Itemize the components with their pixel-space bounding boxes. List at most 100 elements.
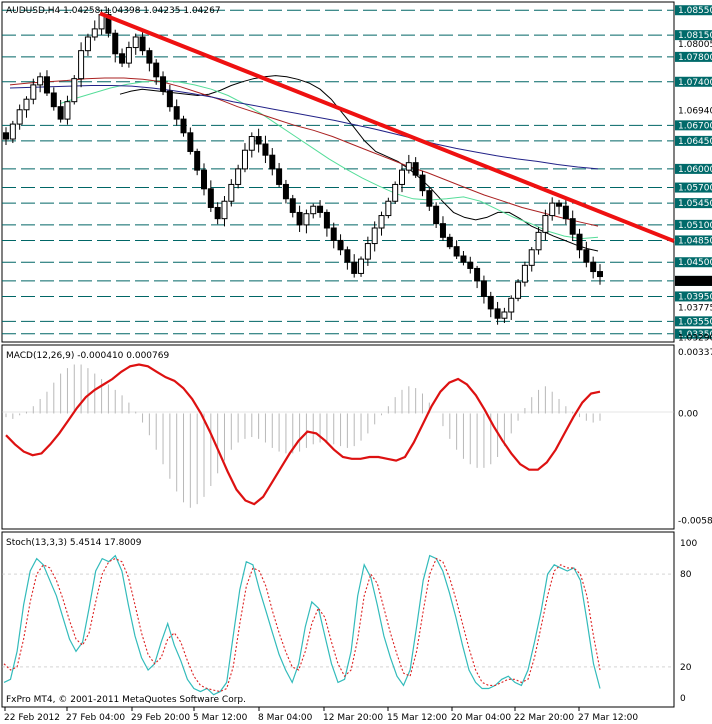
candle-body (119, 53, 126, 64)
candle-body (549, 202, 556, 217)
candle-body (146, 50, 153, 64)
candle-body (214, 206, 221, 220)
macd-axis: 0.003378 0.00 -0.005895 (678, 348, 712, 526)
candle-body (303, 213, 310, 226)
candle-body (576, 233, 583, 251)
price-label: 1.03290 (678, 334, 712, 344)
candle-body (433, 205, 440, 225)
candle-body (91, 28, 98, 38)
candle-body (241, 149, 248, 170)
candle-body (344, 249, 351, 263)
stoch-title: Stoch(13,3,3) 5.4514 17.8009 (6, 538, 142, 548)
candle-body (392, 183, 399, 202)
price-label: 1.05100 (678, 221, 712, 231)
candle-body (282, 183, 289, 200)
candle-body (139, 36, 146, 52)
candle-body (597, 271, 603, 278)
candle-body (556, 202, 563, 207)
price-label: 1.08550 (678, 6, 712, 16)
moving-averages (9, 75, 599, 252)
time-label: 15 Mar 12:00 (387, 713, 447, 723)
candle-body (515, 281, 522, 299)
candle-body (23, 98, 30, 111)
macd-histogram (5, 364, 601, 508)
price-label: 1.03775 (678, 303, 712, 313)
candle-body (255, 136, 262, 145)
price-label: 1.07400 (678, 78, 712, 88)
candle-body (125, 47, 132, 64)
candle-body (467, 261, 474, 269)
candle-body (521, 264, 528, 283)
time-axis: 22 Feb 2012 27 Feb 04:00 29 Feb 20:00 5 Mar… (4, 707, 638, 723)
candle-body (43, 76, 50, 94)
price-label: 1.08005 (678, 40, 712, 50)
price-tag (675, 76, 712, 87)
candle-body (330, 227, 337, 241)
time-label: 27 Feb 04:00 (66, 713, 125, 723)
candlesticks (3, 7, 603, 325)
candle-body (419, 174, 426, 192)
price-tag (675, 198, 712, 209)
candle-body (194, 150, 201, 171)
macd-tick-label: 0.00 (678, 409, 698, 419)
stoch-main-line (3, 554, 601, 696)
candle-body (590, 261, 597, 273)
price-tag (675, 328, 712, 339)
price-tag (675, 316, 712, 327)
macd-title: MACD(12,26,9) -0.000410 0.000769 (6, 351, 169, 361)
candle-body (173, 106, 180, 120)
candle-body (228, 183, 235, 202)
candle-body (583, 249, 590, 263)
candle-body (57, 106, 64, 120)
candle-body (337, 239, 344, 251)
price-label: 1.03350 (678, 330, 712, 340)
candle-body (460, 255, 467, 263)
candle-body (358, 258, 365, 274)
price-tag (675, 120, 712, 131)
price-label: 1.06450 (678, 137, 712, 147)
stoch-tick-label: 100 (680, 539, 697, 549)
candle-body (160, 76, 167, 92)
time-label: 5 Mar 12:00 (193, 713, 248, 723)
moving-average-line (59, 79, 599, 240)
macd-tick-label: -0.005895 (678, 516, 712, 526)
time-label: 20 Mar 04:00 (451, 713, 511, 723)
price-tag (675, 5, 712, 16)
candle-body (378, 215, 385, 229)
candle-body (207, 188, 214, 208)
candle-body (399, 169, 405, 185)
stoch-levels (2, 573, 674, 668)
time-label: 22 Feb 2012 (4, 713, 60, 723)
time-label: 29 Feb 20:00 (131, 713, 190, 723)
candle-body (323, 211, 330, 229)
candle-body (289, 198, 296, 213)
price-tag (675, 291, 712, 302)
price-label: 1.04850 (678, 236, 712, 246)
candle-body (166, 90, 173, 108)
candle-body (262, 143, 269, 156)
candle-body (235, 168, 242, 185)
candle-body (50, 92, 57, 108)
candle-body (371, 227, 378, 245)
price-label: 1.03950 (678, 292, 712, 302)
price-label: 1.06940 (678, 106, 712, 116)
time-label: 8 Mar 04:00 (258, 713, 313, 723)
candle-body (187, 132, 194, 152)
price-tag (675, 163, 712, 174)
copyright-footer: FxPro MT4, © 2001-2011 MetaQuotes Softwa… (6, 695, 246, 705)
stoch-tick-label: 80 (680, 570, 692, 580)
candle-body (248, 136, 255, 151)
candle-body (78, 50, 85, 80)
time-label: 27 Mar 12:00 (578, 713, 638, 723)
candle-body (132, 36, 139, 49)
candle-body (37, 76, 44, 86)
candle-body (487, 295, 494, 310)
price-tag (675, 30, 712, 41)
macd-tick-label: 0.003378 (678, 348, 712, 358)
candle-body (351, 261, 358, 274)
candle-body (569, 218, 576, 235)
current-price-tag (675, 275, 712, 286)
stoch-tick-label: 20 (680, 663, 692, 673)
macd-panel (1, 344, 675, 530)
